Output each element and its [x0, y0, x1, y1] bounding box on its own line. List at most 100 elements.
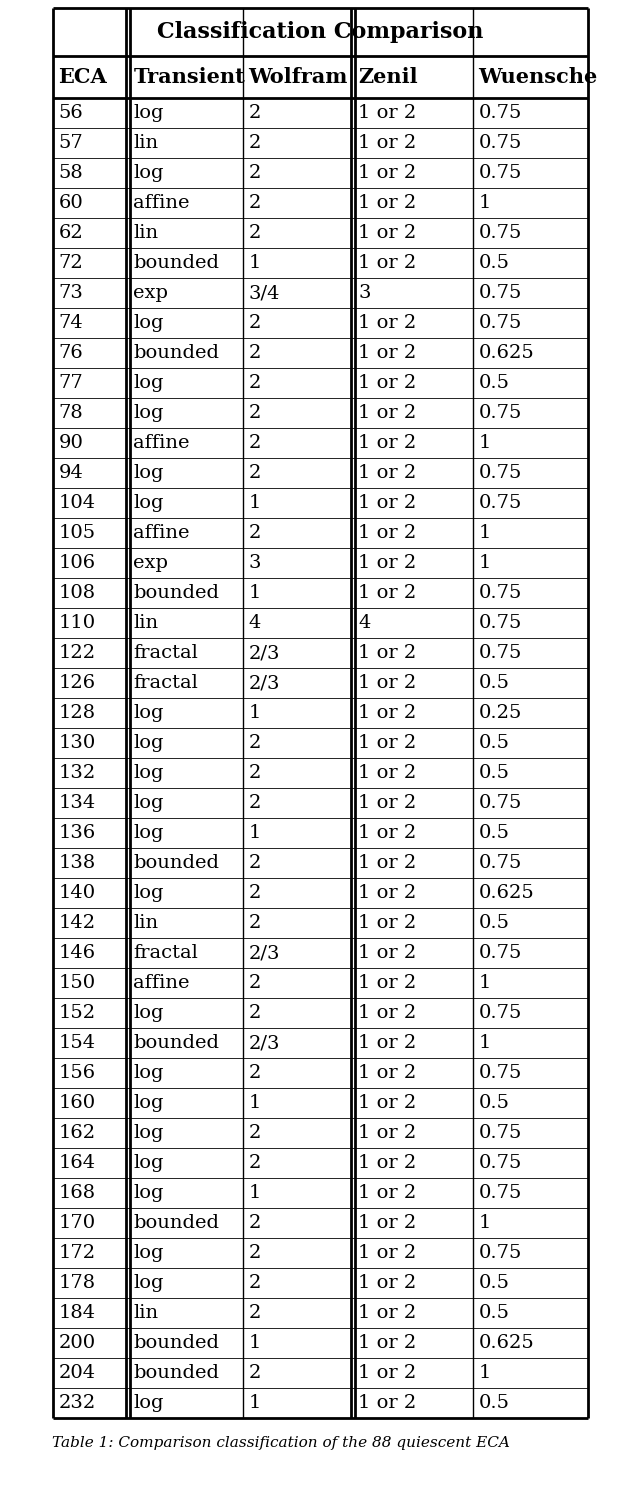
Text: 150: 150 [58, 974, 95, 992]
Text: Transient: Transient [134, 68, 245, 87]
Text: log: log [134, 1394, 164, 1412]
Text: 164: 164 [58, 1154, 95, 1172]
Text: 0.75: 0.75 [479, 644, 522, 662]
Text: 232: 232 [58, 1394, 96, 1412]
Text: log: log [134, 464, 164, 482]
Text: 1 or 2: 1 or 2 [358, 795, 417, 813]
Text: 1 or 2: 1 or 2 [358, 584, 417, 602]
Text: 0.5: 0.5 [479, 765, 509, 783]
Text: 1: 1 [479, 554, 491, 572]
Text: 156: 156 [58, 1064, 95, 1082]
Text: 1: 1 [248, 1394, 261, 1412]
Text: 57: 57 [58, 134, 83, 152]
Text: bounded: bounded [134, 584, 220, 602]
Text: Zenil: Zenil [358, 68, 418, 87]
Text: ECA: ECA [58, 68, 108, 87]
Text: 1 or 2: 1 or 2 [358, 734, 417, 752]
Text: 1 or 2: 1 or 2 [358, 315, 417, 333]
Text: 62: 62 [58, 224, 83, 242]
Text: log: log [134, 1184, 164, 1202]
Text: 172: 172 [58, 1245, 95, 1263]
Text: exp: exp [134, 554, 168, 572]
Text: 122: 122 [58, 644, 95, 662]
Text: 0.75: 0.75 [479, 1064, 522, 1082]
Text: 2: 2 [248, 1364, 261, 1382]
Text: 1 or 2: 1 or 2 [358, 254, 417, 272]
Text: 1 or 2: 1 or 2 [358, 944, 417, 962]
Text: 0.5: 0.5 [479, 825, 509, 841]
Text: 2: 2 [248, 104, 261, 122]
Text: 2/3: 2/3 [248, 944, 280, 962]
Text: 200: 200 [58, 1333, 95, 1351]
Text: 0.25: 0.25 [479, 704, 522, 722]
Text: log: log [134, 765, 164, 783]
Text: 1 or 2: 1 or 2 [358, 403, 417, 421]
Text: 2: 2 [248, 1303, 261, 1321]
Text: log: log [134, 164, 164, 182]
Text: 0.75: 0.75 [479, 1184, 522, 1202]
Text: log: log [134, 734, 164, 752]
Text: 2: 2 [248, 734, 261, 752]
Text: 2: 2 [248, 524, 261, 542]
Text: 2: 2 [248, 433, 261, 451]
Text: 1 or 2: 1 or 2 [358, 224, 417, 242]
Text: log: log [134, 1094, 164, 1112]
Text: 0.625: 0.625 [479, 1333, 534, 1351]
Text: 2: 2 [248, 164, 261, 182]
Text: 0.75: 0.75 [479, 284, 522, 303]
Text: fractal: fractal [134, 944, 198, 962]
Text: fractal: fractal [134, 674, 198, 692]
Text: 1 or 2: 1 or 2 [358, 433, 417, 451]
Text: affine: affine [134, 194, 190, 212]
Text: 1 or 2: 1 or 2 [358, 134, 417, 152]
Text: lin: lin [134, 224, 159, 242]
Text: 1 or 2: 1 or 2 [358, 1064, 417, 1082]
Text: 138: 138 [58, 853, 96, 871]
Text: 184: 184 [58, 1303, 95, 1321]
Text: 152: 152 [58, 1004, 95, 1022]
Text: 1: 1 [479, 194, 491, 212]
Text: 1 or 2: 1 or 2 [358, 1154, 417, 1172]
Text: 110: 110 [58, 614, 95, 632]
Text: 1 or 2: 1 or 2 [358, 1124, 417, 1142]
Text: 154: 154 [58, 1034, 95, 1052]
Text: 2/3: 2/3 [248, 644, 280, 662]
Text: 0.5: 0.5 [479, 1394, 509, 1412]
Text: 73: 73 [58, 284, 83, 303]
Text: 130: 130 [58, 734, 96, 752]
Text: 1 or 2: 1 or 2 [358, 1034, 417, 1052]
Text: 2: 2 [248, 345, 261, 363]
Text: 1 or 2: 1 or 2 [358, 1394, 417, 1412]
Text: 2/3: 2/3 [248, 1034, 280, 1052]
Text: 1 or 2: 1 or 2 [358, 554, 417, 572]
Text: 136: 136 [58, 825, 96, 841]
Text: 1: 1 [248, 1094, 261, 1112]
Text: 1 or 2: 1 or 2 [358, 914, 417, 932]
Text: bounded: bounded [134, 1215, 220, 1233]
Text: 0.5: 0.5 [479, 1303, 509, 1321]
Text: bounded: bounded [134, 345, 220, 363]
Text: 1: 1 [479, 1364, 491, 1382]
Text: 0.5: 0.5 [479, 914, 509, 932]
Text: 0.75: 0.75 [479, 1124, 522, 1142]
Text: 0.5: 0.5 [479, 375, 509, 391]
Text: 0.75: 0.75 [479, 1004, 522, 1022]
Text: 1 or 2: 1 or 2 [358, 1303, 417, 1321]
Text: 2: 2 [248, 194, 261, 212]
Text: 0.75: 0.75 [479, 614, 522, 632]
Text: log: log [134, 1154, 164, 1172]
Text: 1: 1 [248, 704, 261, 722]
Text: log: log [134, 494, 164, 512]
Text: 2: 2 [248, 914, 261, 932]
Text: 0.75: 0.75 [479, 224, 522, 242]
Text: exp: exp [134, 284, 168, 303]
Text: bounded: bounded [134, 1364, 220, 1382]
Text: 0.625: 0.625 [479, 345, 534, 363]
Text: lin: lin [134, 914, 159, 932]
Text: log: log [134, 375, 164, 391]
Text: 1 or 2: 1 or 2 [358, 853, 417, 871]
Text: 1 or 2: 1 or 2 [358, 1094, 417, 1112]
Text: log: log [134, 1245, 164, 1263]
Text: log: log [134, 104, 164, 122]
Text: Wolfram: Wolfram [248, 68, 348, 87]
